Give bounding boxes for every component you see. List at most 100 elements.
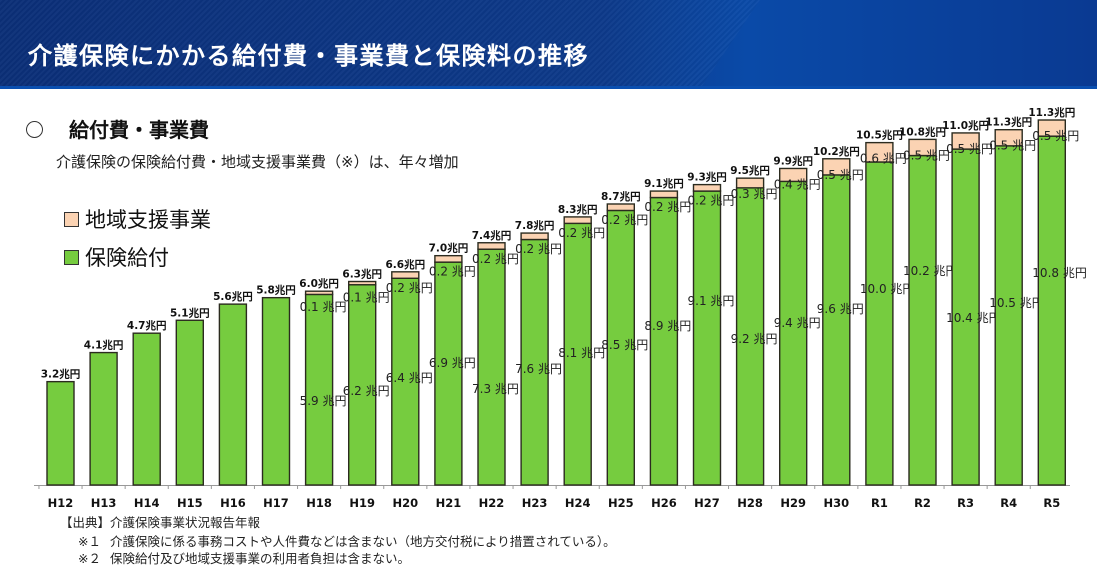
benefit-value-label: 8.1 兆円 xyxy=(558,346,605,360)
total-value-label: 6.6兆円 xyxy=(385,258,425,271)
x-tick-label: H20 xyxy=(392,496,418,510)
bar-regional-support xyxy=(865,141,894,163)
bar-insurance-benefit xyxy=(908,154,937,486)
x-tick-label: H28 xyxy=(737,496,763,510)
x-tick-label: R3 xyxy=(957,496,974,510)
regional-value-label: 0.6 兆円 xyxy=(860,152,907,166)
x-tick-label: H29 xyxy=(780,496,806,510)
x-tick-label: R2 xyxy=(914,496,931,510)
bar-insurance-benefit xyxy=(304,293,334,486)
regional-value-label: 0.5 兆円 xyxy=(903,148,950,162)
x-tick-label: H24 xyxy=(565,496,591,510)
bar-insurance-benefit xyxy=(563,222,592,486)
bar-insurance-benefit xyxy=(1037,135,1067,486)
bar-regional-support xyxy=(649,190,679,199)
legend-label: 地域支援事業 xyxy=(85,208,211,232)
bar-insurance-benefit xyxy=(692,190,722,486)
total-value-label: 5.8兆円 xyxy=(256,284,296,297)
total-value-label: 7.0兆円 xyxy=(429,242,469,255)
footnote-2: ※２ 保険給付及び地域支援事業の利用者負担は含まない。 xyxy=(78,550,616,567)
total-value-label: 10.5兆円 xyxy=(856,129,903,142)
footnote-mark: ※１ xyxy=(78,534,101,549)
total-value-label: 5.6兆円 xyxy=(213,290,253,303)
x-tick-label: H30 xyxy=(823,496,849,510)
bar-insurance-benefit xyxy=(520,238,549,486)
benefit-value-label: 6.9 兆円 xyxy=(429,356,476,370)
benefit-value-label: 9.1 兆円 xyxy=(688,294,735,308)
bar-regional-support xyxy=(735,177,765,189)
footnote-1: ※１ 介護保険に係る事務コストや人件費などは含まない（地方交付税により措置されてい… xyxy=(78,533,616,550)
benefit-value-label: 9.4 兆円 xyxy=(774,316,821,330)
total-value-label: 7.8兆円 xyxy=(515,219,555,232)
bar-regional-support xyxy=(692,183,722,192)
total-value-label: 10.2兆円 xyxy=(813,145,860,158)
x-tick-label: H25 xyxy=(608,496,634,510)
bar-insurance-benefit xyxy=(606,209,635,486)
total-value-label: 3.2兆円 xyxy=(41,368,81,381)
footer: 【出典】介護保険事業状況報告年報 ※１ 介護保険に係る事務コストや人件費などは含ま… xyxy=(60,512,616,567)
bar-insurance-benefit xyxy=(735,187,765,486)
bar-regional-support xyxy=(606,203,635,212)
bar-regional-support xyxy=(1037,119,1067,137)
x-tick-label: H13 xyxy=(91,496,117,510)
regional-value-label: 0.3 兆円 xyxy=(731,187,778,201)
footnote-text: 介護保険に係る事務コストや人件費などは含まない（地方交付税により措置されている）… xyxy=(110,534,616,549)
bar-regional-support xyxy=(434,254,463,263)
regional-value-label: 0.4 兆円 xyxy=(774,177,821,191)
legend-swatch-regional-support xyxy=(64,211,79,227)
bar-regional-support xyxy=(951,132,980,150)
bar-regional-support xyxy=(779,167,808,183)
regional-value-label: 0.2 兆円 xyxy=(515,242,562,256)
x-tick-label: H12 xyxy=(48,496,74,510)
total-value-label: 8.3兆円 xyxy=(558,203,598,216)
total-value-label: 5.1兆円 xyxy=(170,306,210,319)
regional-value-label: 0.5 兆円 xyxy=(817,168,864,182)
bar-insurance-benefit xyxy=(89,351,118,486)
footnote-mark: ※２ xyxy=(78,551,101,566)
total-value-label: 6.3兆円 xyxy=(342,268,382,281)
regional-value-label: 0.2 兆円 xyxy=(688,194,735,208)
regional-value-label: 0.5 兆円 xyxy=(989,139,1036,153)
x-tick-label: R1 xyxy=(871,496,888,510)
total-value-label: 8.7兆円 xyxy=(601,190,641,203)
source-note: 【出典】介護保険事業状況報告年報 xyxy=(60,515,261,530)
benefit-value-label: 10.5 兆円 xyxy=(989,296,1044,310)
x-tick-label: H18 xyxy=(306,496,332,510)
x-tick-label: H17 xyxy=(263,496,289,510)
total-value-label: 6.0兆円 xyxy=(299,277,339,290)
x-tick-label: H27 xyxy=(694,496,720,510)
total-value-label: 10.8兆円 xyxy=(899,125,946,138)
header-banner: 介護保険にかかる給付費・事業費と保険料の推移 xyxy=(0,0,1097,89)
bar-insurance-benefit xyxy=(649,196,679,486)
regional-value-label: 0.1 兆円 xyxy=(343,291,390,305)
x-tick-label: H21 xyxy=(436,496,462,510)
section-heading-text: 給付費・事業費 xyxy=(69,118,209,142)
total-value-label: 11.0兆円 xyxy=(942,119,989,132)
regional-value-label: 0.5 兆円 xyxy=(1032,129,1079,143)
legend-swatch-insurance-benefit xyxy=(64,249,79,265)
section-subtext: 介護保険の保険給付費・地域支援事業費（※）は、年々増加 xyxy=(56,153,459,171)
footnote-text: 保険給付及び地域支援事業の利用者負担は含まない。 xyxy=(110,551,411,566)
bar-regional-support xyxy=(304,290,334,296)
benefit-value-label: 10.8 兆円 xyxy=(1032,266,1087,280)
benefit-value-label: 6.4 兆円 xyxy=(386,371,433,385)
circle-bullet-icon xyxy=(26,121,43,138)
bar-insurance-benefit xyxy=(261,296,291,486)
total-value-label: 11.3兆円 xyxy=(985,116,1032,129)
x-tick-label: R4 xyxy=(1000,496,1017,510)
regional-value-label: 0.2 兆円 xyxy=(644,200,691,214)
bar-insurance-benefit xyxy=(779,180,808,486)
benefit-value-label: 7.6 兆円 xyxy=(515,362,562,376)
bar-insurance-benefit xyxy=(46,380,75,486)
bar-regional-support xyxy=(994,128,1023,147)
total-value-label: 4.7兆円 xyxy=(127,319,167,332)
legend-item-regional-support: 地域支援事業 xyxy=(64,200,211,238)
bar-insurance-benefit xyxy=(865,161,894,486)
bar-insurance-benefit xyxy=(477,248,506,486)
bar-insurance-benefit xyxy=(348,284,377,486)
bar-regional-support xyxy=(477,242,506,250)
x-tick-label: R5 xyxy=(1043,496,1060,510)
x-tick-label: H14 xyxy=(134,496,160,510)
benefit-value-label: 10.0 兆円 xyxy=(860,282,915,296)
x-tick-label: H26 xyxy=(651,496,677,510)
